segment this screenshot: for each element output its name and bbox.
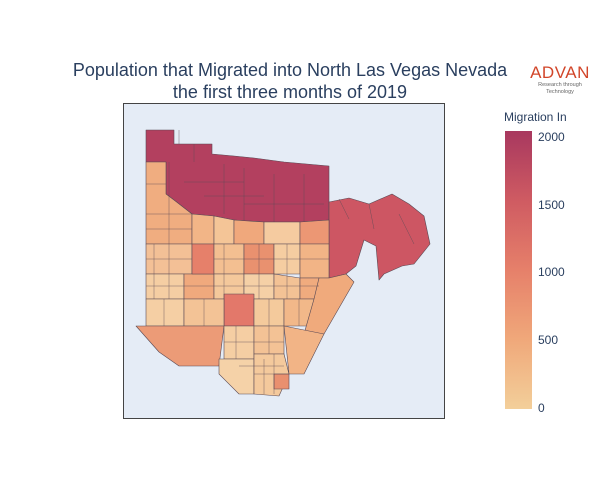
colorbar-tick-0: 0 [538,401,545,415]
region-cw4[interactable] [183,273,215,300]
map-title: Population that Migrated into North Las … [30,59,550,103]
region-southwest[interactable] [135,325,225,367]
map-title-line2: the first three months of 2019 [172,82,408,102]
region-lb1[interactable] [145,298,185,327]
colorbar [505,131,532,409]
region-east[interactable] [328,193,431,281]
advan-logo: ADVAN Research through Technology [524,64,596,96]
region-c5[interactable] [299,219,330,245]
colorbar-tick-500: 500 [538,333,559,347]
map-area[interactable] [123,103,445,419]
region-s5[interactable] [283,325,325,375]
colorbar-title: Migration In [504,110,567,124]
choropleth-map [135,129,431,397]
region-c3[interactable] [233,219,265,245]
region-s3[interactable] [218,358,255,395]
region-m1[interactable] [191,243,215,275]
region-c1[interactable] [191,213,215,245]
logo-brand: ADVAN [530,63,590,82]
region-cw3[interactable] [145,273,185,300]
colorbar-tick-1000: 1000 [538,265,565,279]
region-s6[interactable] [273,373,290,390]
logo-tagline: Research through Technology [538,82,582,95]
region-red-block[interactable] [223,293,255,327]
region-s1[interactable] [223,325,255,360]
region-c4[interactable] [263,221,301,245]
region-c2[interactable] [213,215,235,245]
colorbar-tick-2000: 2000 [538,130,565,144]
map-title-line1: Population that Migrated into North Las … [72,60,508,80]
colorbar-tick-1500: 1500 [538,198,565,212]
region-diag[interactable] [303,273,355,335]
region-m5[interactable] [299,243,330,279]
